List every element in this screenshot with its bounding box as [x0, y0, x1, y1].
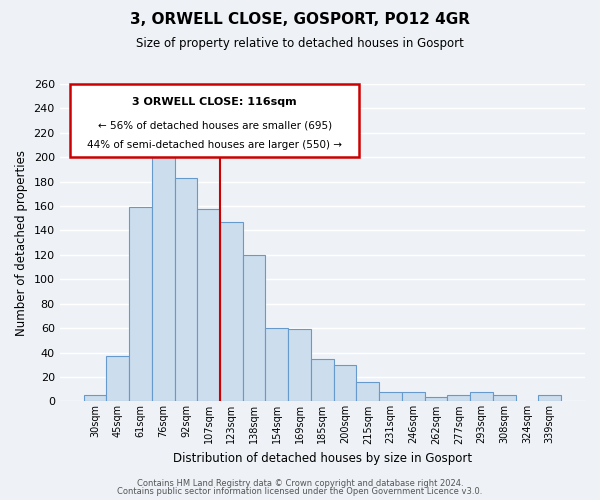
Bar: [175, 178, 197, 402]
Bar: [243, 255, 265, 402]
Text: Contains public sector information licensed under the Open Government Licence v3: Contains public sector information licen…: [118, 487, 482, 496]
Bar: [83, 396, 106, 402]
Bar: [470, 392, 493, 402]
Bar: [152, 134, 175, 402]
FancyBboxPatch shape: [70, 84, 359, 157]
Bar: [402, 392, 425, 402]
Bar: [220, 222, 243, 402]
Text: 3, ORWELL CLOSE, GOSPORT, PO12 4GR: 3, ORWELL CLOSE, GOSPORT, PO12 4GR: [130, 12, 470, 28]
Text: Size of property relative to detached houses in Gosport: Size of property relative to detached ho…: [136, 38, 464, 51]
Bar: [311, 358, 334, 402]
Bar: [334, 365, 356, 402]
Y-axis label: Number of detached properties: Number of detached properties: [15, 150, 28, 336]
Bar: [425, 396, 448, 402]
Bar: [379, 392, 402, 402]
X-axis label: Distribution of detached houses by size in Gosport: Distribution of detached houses by size …: [173, 452, 472, 465]
Bar: [448, 396, 470, 402]
Bar: [265, 328, 288, 402]
Bar: [538, 396, 561, 402]
Text: 3 ORWELL CLOSE: 116sqm: 3 ORWELL CLOSE: 116sqm: [133, 96, 297, 106]
Bar: [493, 396, 515, 402]
Text: Contains HM Land Registry data © Crown copyright and database right 2024.: Contains HM Land Registry data © Crown c…: [137, 478, 463, 488]
Bar: [197, 208, 220, 402]
Text: ← 56% of detached houses are smaller (695): ← 56% of detached houses are smaller (69…: [98, 120, 332, 130]
Bar: [129, 208, 152, 402]
Bar: [356, 382, 379, 402]
Bar: [288, 330, 311, 402]
Bar: [106, 356, 129, 402]
Text: 44% of semi-detached houses are larger (550) →: 44% of semi-detached houses are larger (…: [87, 140, 342, 149]
